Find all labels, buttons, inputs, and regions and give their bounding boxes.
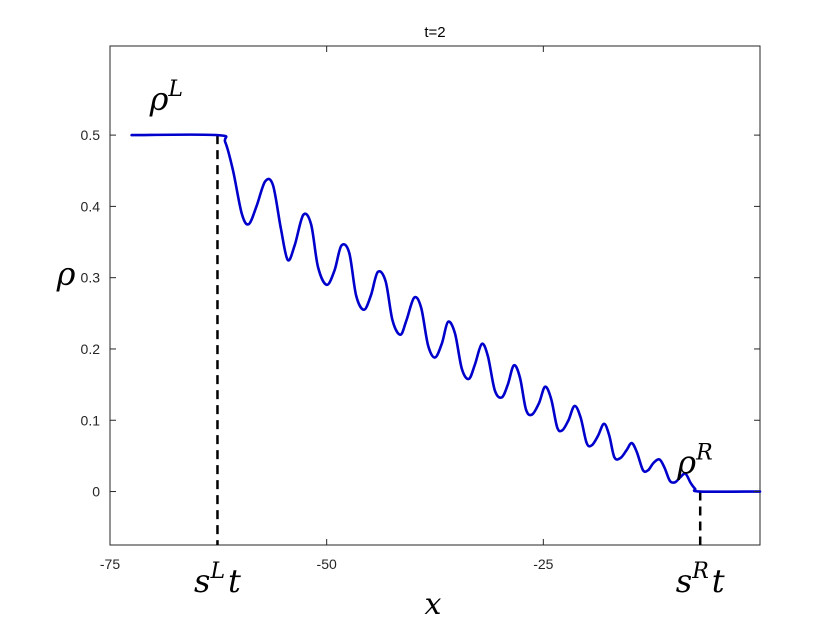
y-tick-label: 0.4	[81, 198, 101, 214]
y-axis-label: ρ	[56, 255, 76, 293]
x-tick-label: -25	[533, 556, 553, 572]
series-group	[130, 133, 762, 494]
y-tick-label: 0.2	[81, 341, 101, 357]
y-tick-label: 0.1	[81, 412, 101, 428]
annotation-group: ρL ρR sLt sRt	[149, 77, 725, 600]
y-tick-label: 0.3	[81, 270, 101, 286]
annotation-1: ρL	[149, 77, 183, 118]
annotation-4: sRt	[676, 559, 725, 600]
x-tick-label: -75	[100, 556, 120, 572]
series-line-1	[130, 133, 762, 494]
chart-title: t=2	[424, 24, 445, 41]
annotation-2: ρR	[676, 441, 712, 482]
x-tick-label: -50	[317, 556, 337, 572]
reference-lines	[216, 135, 702, 545]
y-tick-label: 0.5	[81, 127, 101, 143]
y-tick-label: 0	[92, 484, 100, 500]
plot-frame	[109, 45, 761, 546]
plot-area-box	[109, 45, 761, 546]
annotation-3: sLt	[194, 559, 241, 600]
x-axis-label: x	[425, 587, 442, 622]
tick-group: -75 -50 -25 0 0.1 0.2 0.3 0.4 0.5	[81, 46, 760, 572]
